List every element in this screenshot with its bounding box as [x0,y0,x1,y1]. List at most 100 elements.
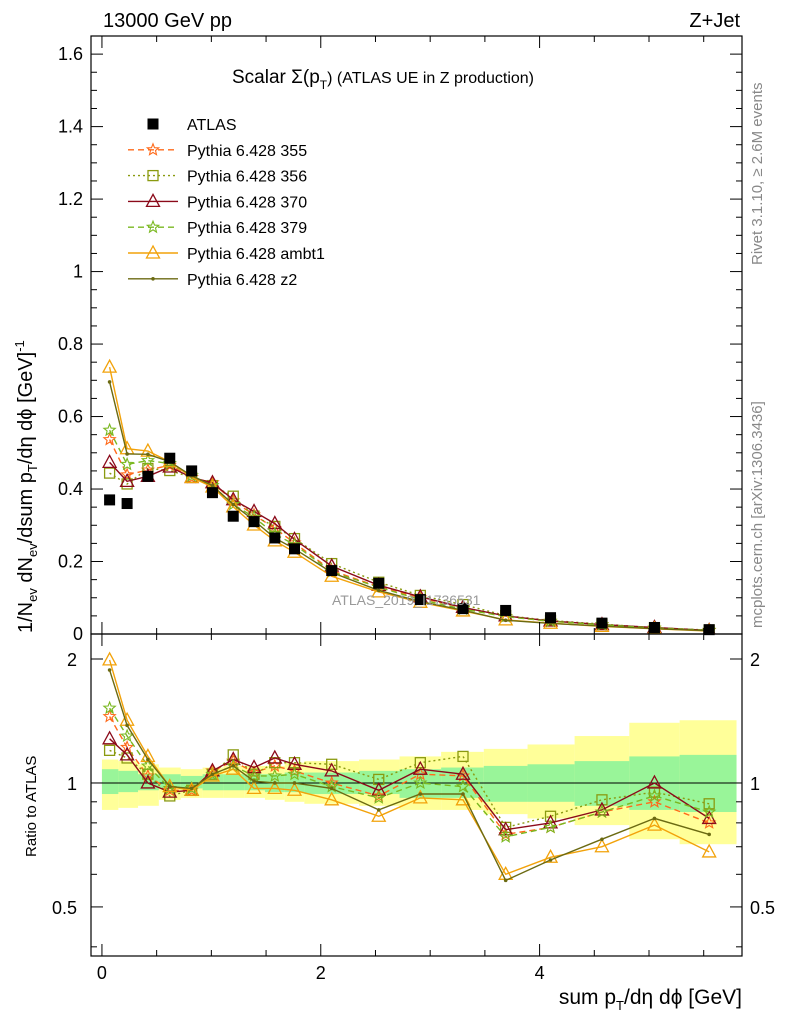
series-marker-ratio [652,816,657,821]
series-marker-ratio [184,781,200,796]
series-marker-main [146,452,150,457]
data-point [289,543,301,555]
series-marker-ratio [594,804,610,819]
data-point [269,532,281,544]
series-marker-ratio [461,792,465,796]
series-marker-ratio [594,838,610,853]
legend-marker [147,169,159,182]
series-marker-ratio [292,781,297,785]
series-marker-ratio [125,723,129,728]
series-marker-ratio [414,757,426,769]
series-marker-ratio [140,774,156,789]
ratio-band-inner [483,765,528,802]
series-marker-ratio [702,804,717,819]
series-marker-ratio [107,668,112,672]
series-marker-ratio [412,789,428,804]
series-marker-main [210,483,215,488]
series-marker-ratio [146,757,150,762]
series-marker-ratio [267,780,283,795]
series-marker-ratio [498,821,514,836]
series-marker-ratio [455,791,471,806]
analysis-watermark: ATLAS_2019_I1736531 [332,592,481,608]
y-tick-label-main: 1.4 [58,117,83,137]
series-marker-ratio [413,775,428,790]
energy-label: 13000 GeV pp [103,10,232,32]
legend-label: Pythia 6.428 379 [187,220,307,237]
series-marker-main [140,453,156,467]
legend-label: Pythia 6.428 z2 [187,272,297,289]
x-axis-label: sum pT/dη dϕ [GeV] [559,986,742,1013]
series-marker-ratio [498,829,513,843]
series-marker-ratio [548,858,553,862]
series-marker-ratio [119,739,135,754]
series-line-ratio [109,707,710,838]
series-marker-ratio [252,779,256,783]
series-marker-ratio [246,780,262,795]
data-point [457,603,469,615]
series-marker-ratio [246,768,262,783]
rivet-version-label: Rivet 3.1.10, ≥ 2.6M events [749,83,766,266]
legend-label: Pythia 6.428 370 [187,194,307,211]
series-marker-main [503,618,508,623]
series-marker-ratio [102,708,117,723]
y-axis-label-main: 1/Nev dNev/dsum pT/dη dϕ [GeV]-1 [12,340,40,633]
series-marker-main [119,467,135,481]
series-marker-ratio [142,768,154,780]
data-point [206,487,218,499]
data-point [248,516,260,528]
x-tick-label: 4 [535,963,545,983]
ratio-band-inner [359,770,400,795]
y-tick-label-ratio: 1 [67,774,77,794]
series-marker-ratio [267,749,283,764]
series-marker-ratio [103,744,116,757]
data-point [227,510,239,522]
legend-label: Pythia 6.428 356 [187,169,307,186]
series-marker-ratio [140,768,156,783]
series-marker-ratio [286,781,303,796]
process-label: Z+Jet [689,10,740,32]
ratio-band-inner [574,761,630,806]
series-marker-ratio [412,760,428,775]
series-marker-ratio [210,772,215,777]
series-marker-ratio [119,746,135,761]
series-marker-ratio [542,848,559,863]
series-marker-ratio [646,774,663,789]
series-marker-ratio [371,790,386,804]
legend-label: Pythia 6.428 ambt1 [187,246,325,263]
series-marker-main [119,456,135,471]
series-marker-main [184,469,200,484]
series-marker-ratio [648,786,661,798]
legend-marker [145,193,161,208]
series-marker-main [102,453,118,469]
series-marker-main [140,442,156,457]
series-marker-ratio [189,786,194,791]
series-marker-ratio [324,791,340,806]
series-marker-ratio [376,808,381,812]
data-point [545,612,557,624]
y-tick-label-main: 1.2 [58,189,83,209]
series-marker-main [119,472,135,487]
series-marker-ratio [600,837,604,842]
series-marker-ratio [702,815,717,829]
series-marker-ratio [703,798,715,810]
plot-title-end: ) (ATLAS UE in Z production) [327,70,534,87]
data-point [326,565,338,577]
series-marker-ratio [102,651,118,666]
data-point [142,470,154,482]
series-marker-ratio [418,792,423,796]
y-axis-label-ratio: Ratio to ATLAS [23,756,40,857]
data-point [703,624,715,636]
series-marker-ratio [701,843,717,858]
data-point [596,617,608,629]
series-marker-ratio [701,810,717,825]
data-point [186,465,198,477]
series-marker-main [107,380,112,384]
x-tick-label: 2 [316,963,326,983]
series-marker-ratio [647,794,662,808]
series-marker-main [376,588,381,593]
y-tick-label-ratio: 2 [67,650,77,670]
y-tick-label-ratio-right: 0.5 [750,898,775,918]
series-marker-ratio [329,786,334,791]
y-tick-label-main: 0.6 [58,407,83,427]
